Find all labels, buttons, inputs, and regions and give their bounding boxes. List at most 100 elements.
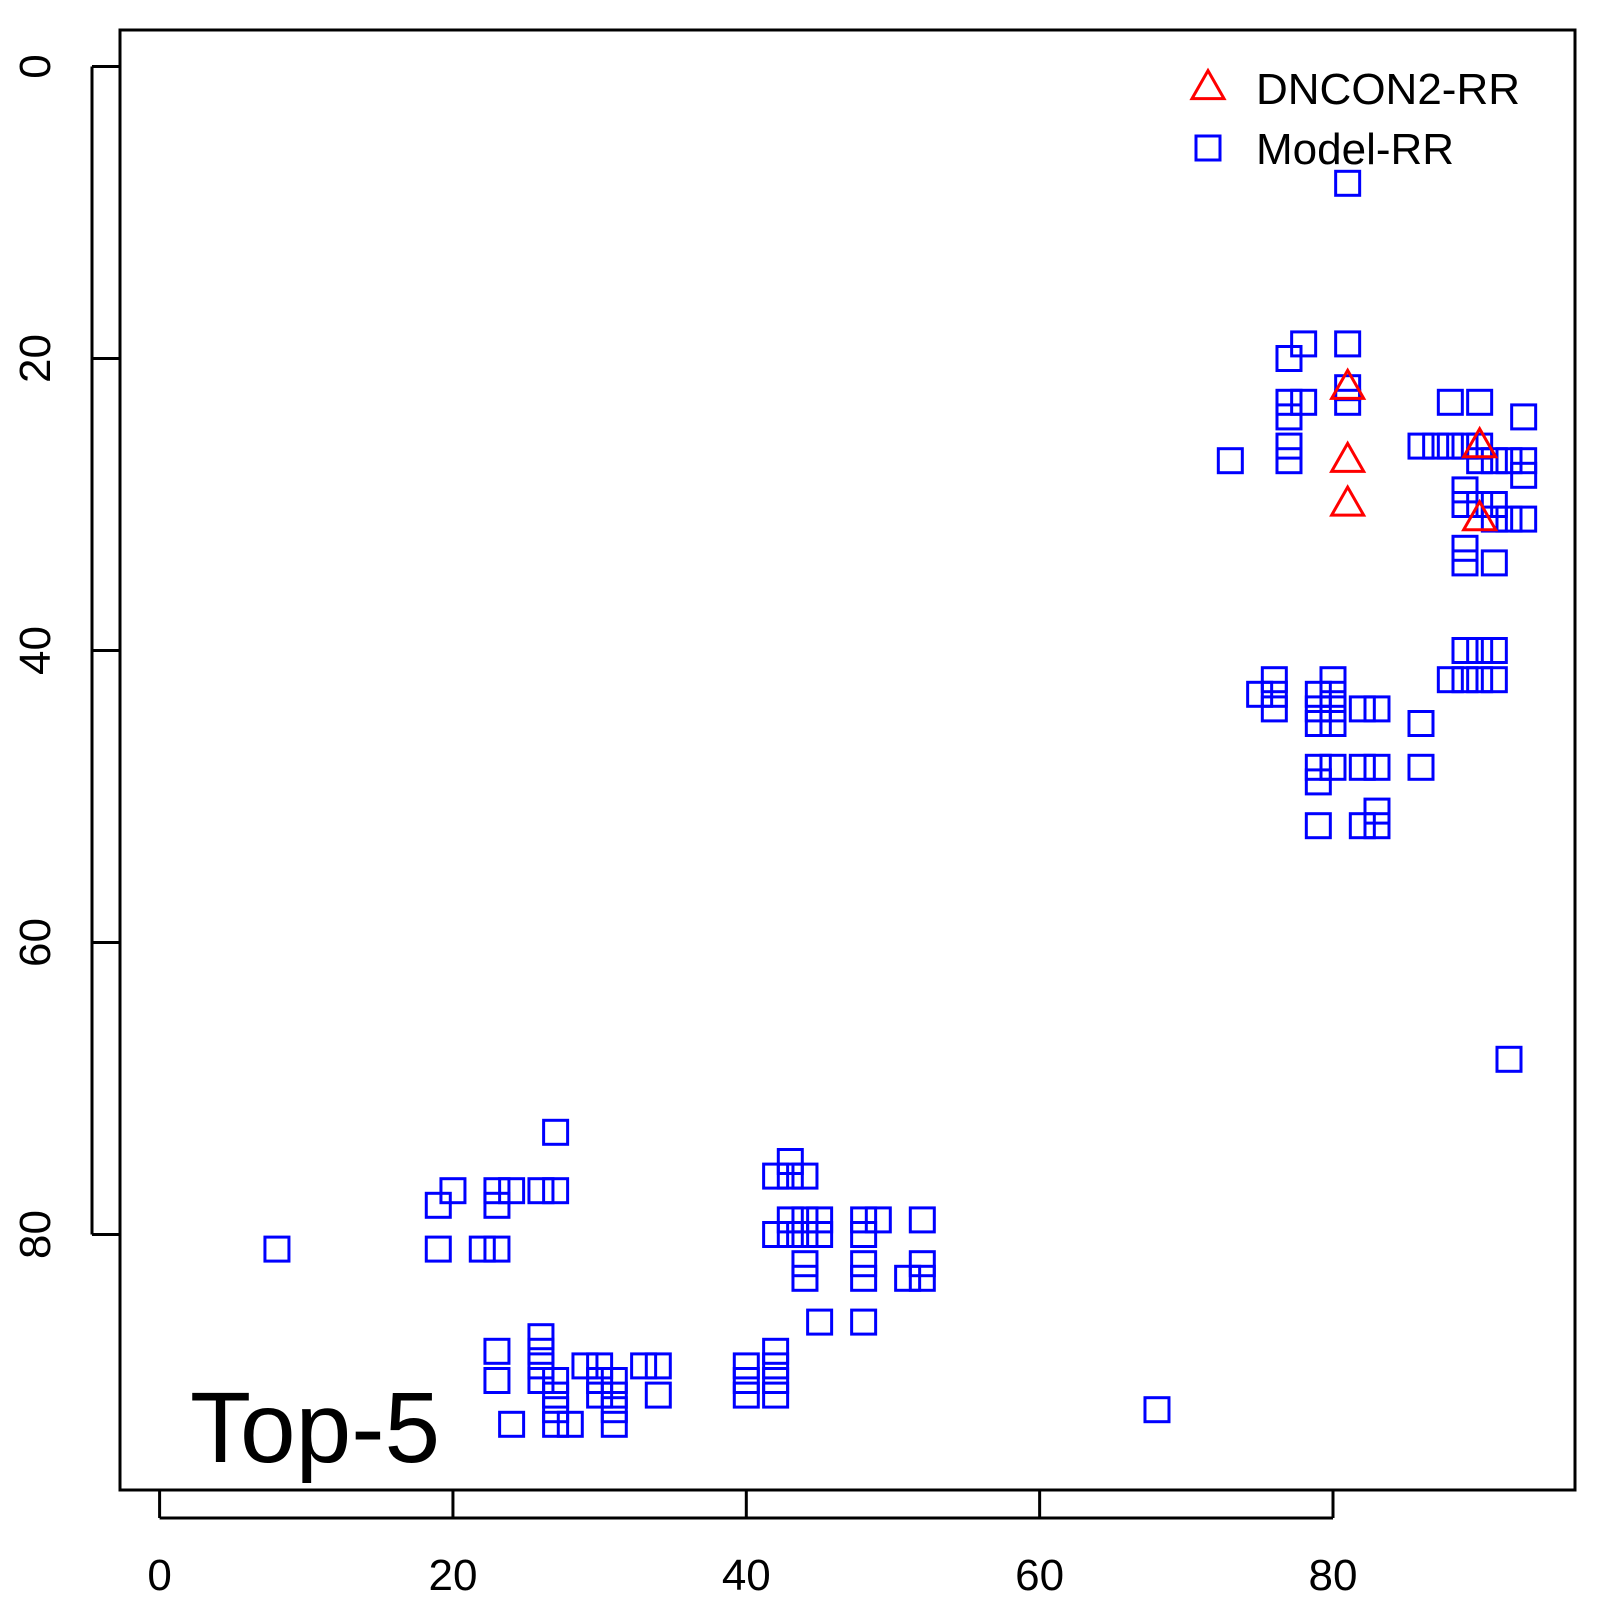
square-point: [1451, 534, 1479, 562]
square-point: [527, 1337, 555, 1365]
y-tick-label: 80: [11, 1210, 60, 1259]
square-point: [1334, 388, 1362, 416]
square-point: [586, 1367, 614, 1394]
y-tick-label: 60: [11, 918, 60, 967]
data-points: [263, 169, 1538, 1438]
square-point: [1275, 403, 1303, 431]
square-point: [1216, 447, 1244, 475]
square-point: [1319, 753, 1347, 781]
square-point: [1451, 637, 1479, 664]
legend: DNCON2-RR Model-RR: [1189, 65, 1520, 174]
square-point: [424, 1191, 452, 1219]
square-point: [630, 1352, 658, 1380]
series-model-rr: [263, 169, 1538, 1438]
square-point: [1466, 491, 1494, 518]
square-point: [1495, 1045, 1523, 1073]
square-point: [1260, 680, 1288, 708]
x-tick-label: 0: [147, 1551, 171, 1600]
square-point: [542, 1177, 570, 1205]
square-point: [1495, 505, 1523, 533]
square-point: [1304, 695, 1332, 723]
square-point: [1451, 476, 1479, 504]
square-point: [850, 1308, 878, 1336]
square-point: [483, 1191, 511, 1219]
square-point: [439, 1177, 467, 1205]
square-point: [850, 1206, 878, 1234]
square-point: [762, 1337, 790, 1365]
square-point: [1436, 666, 1464, 694]
square-point: [1510, 447, 1538, 475]
square-point: [644, 1352, 672, 1380]
square-point: [1466, 666, 1494, 694]
x-tick-label: 60: [1015, 1551, 1064, 1600]
square-point: [1275, 345, 1303, 372]
square-point: [850, 1221, 878, 1248]
square-point: [1319, 710, 1347, 737]
y-tick-label: 20: [11, 334, 60, 383]
square-point: [600, 1381, 628, 1409]
legend-square-marker: [1194, 134, 1222, 162]
square-point: [1422, 432, 1450, 460]
square-point: [600, 1396, 628, 1424]
square-point: [791, 1264, 819, 1292]
x-axis: 0 20 40 60 80: [147, 1490, 1357, 1600]
square-point: [1304, 768, 1332, 796]
square-point: [1260, 695, 1288, 723]
square-point: [1363, 812, 1391, 840]
square-point: [791, 1206, 819, 1234]
square-point: [732, 1352, 760, 1380]
square-point: [1480, 666, 1508, 694]
square-point: [806, 1221, 834, 1248]
square-point: [908, 1206, 936, 1234]
triangle-point: [1461, 498, 1499, 532]
square-point: [806, 1308, 834, 1336]
square-point: [1334, 169, 1362, 197]
square-point: [1480, 447, 1508, 475]
x-tick-label: 80: [1309, 1551, 1358, 1600]
square-point: [542, 1410, 570, 1438]
square-point: [1334, 330, 1362, 358]
square-point: [527, 1367, 555, 1394]
triangle-point: [1461, 425, 1499, 459]
square-point: [1246, 680, 1274, 708]
y-tick-label: 0: [11, 54, 60, 78]
square-point: [1304, 710, 1332, 737]
square-point: [776, 1221, 804, 1248]
legend-label: Model-RR: [1256, 125, 1454, 174]
triangle-point: [1329, 367, 1367, 400]
square-point: [483, 1177, 511, 1205]
square-point: [468, 1235, 496, 1263]
square-point: [1319, 680, 1347, 708]
square-point: [791, 1250, 819, 1278]
square-point: [556, 1410, 584, 1438]
square-point: [1275, 432, 1303, 460]
square-point: [644, 1381, 672, 1409]
square-point: [762, 1367, 790, 1394]
square-point: [1363, 797, 1391, 825]
square-point: [1260, 666, 1288, 694]
square-point: [527, 1352, 555, 1380]
square-point: [1304, 812, 1332, 840]
square-point: [542, 1118, 570, 1146]
square-point: [1466, 388, 1494, 416]
square-point: [424, 1235, 452, 1263]
square-point: [1319, 695, 1347, 723]
triangle-point: [1329, 484, 1367, 517]
square-point: [527, 1177, 555, 1205]
square-point: [498, 1410, 526, 1438]
square-point: [1304, 753, 1332, 781]
square-point: [1290, 330, 1318, 358]
square-point: [527, 1323, 555, 1351]
square-point: [762, 1352, 790, 1380]
square-point: [776, 1148, 804, 1175]
square-point: [762, 1381, 790, 1409]
x-tick-label: 40: [722, 1551, 771, 1600]
y-tick-label: 40: [11, 626, 60, 675]
square-point: [1275, 388, 1303, 416]
square-point: [776, 1206, 804, 1234]
square-point: [1510, 461, 1538, 489]
square-point: [1510, 403, 1538, 431]
square-point: [776, 1162, 804, 1190]
square-point: [894, 1264, 922, 1292]
